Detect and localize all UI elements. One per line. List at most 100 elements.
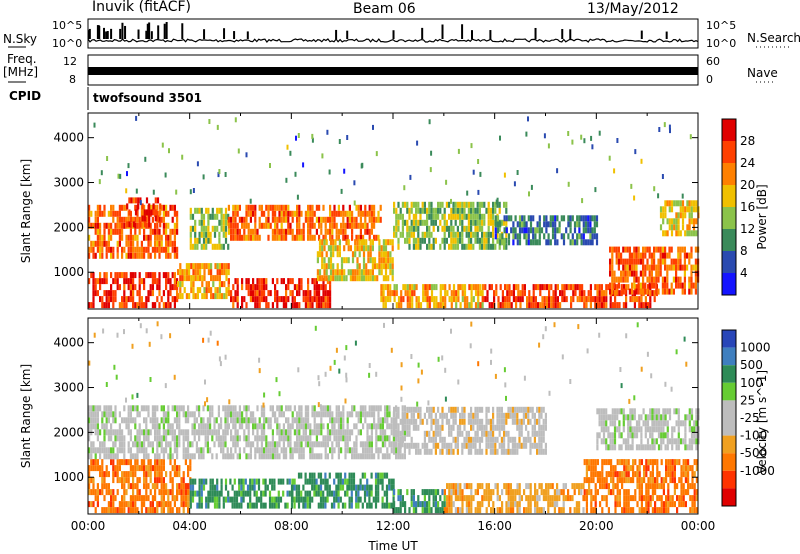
heatmap-cell [296,290,299,297]
heatmap-cell [692,218,696,225]
heatmap-cell [123,453,126,460]
heatmap-cell [276,423,279,430]
heatmap-cell [265,284,268,291]
heatmap-cell [267,210,270,217]
heatmap-cell [252,210,255,217]
heatmap-cell [387,251,390,258]
heatmap-cell [194,237,197,244]
heatmap-cell [138,477,141,484]
heatmap-cell [562,507,565,514]
heatmap-cell [222,496,225,503]
heatmap-cell [143,204,146,211]
heatmap-cell [296,441,299,448]
heatmap-cell [169,278,172,285]
heatmap-cell [380,245,383,252]
heatmap-cell [687,465,690,472]
heatmap-cell [337,423,340,430]
heatmap-cell [191,225,195,232]
heatmap-cell [590,501,593,508]
heatmap-cell [540,507,543,514]
heatmap-cell [143,429,146,436]
heatmap-cell [384,269,388,276]
heatmap-cell [182,405,185,412]
heatmap-cell [642,264,645,271]
heatmap-cell [227,411,230,418]
heatmap-cell [206,405,209,412]
heatmap-cell [194,225,197,232]
heatmap-cell [505,430,508,437]
heatmap-cell [389,290,392,297]
heatmap-cell [311,472,314,479]
heatmap-cell [322,296,325,303]
heatmap-cell [165,240,168,247]
heatmap-cell [254,423,257,430]
heatmap-cell [585,296,588,303]
heatmap-cell [461,418,464,425]
heatmap-cell [470,284,473,291]
heatmap-cell [338,251,341,258]
heatmap-cell [450,198,452,204]
heatmap-cell [121,447,124,454]
heatmap-cell [374,496,378,503]
heatmap-cell [470,143,473,149]
heatmap-cell [428,201,431,208]
heatmap-cell [384,239,388,246]
heatmap-cell [649,477,652,484]
heatmap-cell [626,276,629,283]
heatmap-cell [114,495,117,502]
heatmap-cell [677,218,680,225]
heatmap-cell [497,302,500,309]
heatmap-cell [260,429,263,436]
heatmap-cell [132,489,135,496]
heatmap-cell [171,284,174,291]
heatmap-cell [159,203,162,210]
heatmap-cell [509,495,512,502]
heatmap-cell [684,465,687,472]
heatmap-cell [591,233,594,240]
heatmap-cell [324,478,327,485]
heatmap-cell [594,489,597,496]
heatmap-cell [233,490,236,497]
heatmap-cell [508,296,511,303]
heatmap-cell [205,281,208,288]
heatmap-cell [165,435,168,442]
heatmap-cell [623,495,626,502]
heatmap-cell [553,507,556,514]
heatmap-cell [538,507,541,514]
heatmap-cell [501,507,504,514]
heatmap-cell [614,296,617,303]
heatmap-cell [110,290,113,297]
heatmap-cell [96,216,99,223]
heatmap-cell [532,302,535,309]
heatmap-cell [377,490,380,497]
heatmap-cell [318,239,322,246]
heatmap-cell [329,210,332,217]
heatmap-cell [149,222,152,229]
heatmap-cell [368,405,371,412]
heatmap-cell [289,453,292,460]
heatmap-cell [412,213,415,220]
heatmap-cell [277,490,280,497]
heatmap-cell [585,495,588,502]
heatmap-cell [90,459,93,466]
heatmap-cell [529,221,533,228]
heatmap-cell [411,290,414,297]
heatmap-cell [207,281,210,288]
heatmap-cell [397,448,400,455]
heatmap-cell [441,501,444,508]
heatmap-cell [454,507,457,514]
heatmap-cell [325,239,328,246]
heatmap-cell [616,483,619,490]
heatmap-cell [576,233,579,240]
heatmap-cell [258,296,261,303]
heatmap-cell [571,495,574,502]
heatmap-cell [140,246,143,253]
heatmap-cell [149,284,152,291]
heatmap-cell [487,243,490,250]
heatmap-cell [465,436,468,443]
heatmap-cell [232,222,235,229]
heatmap-cell [408,231,411,238]
heatmap-cell [241,222,244,229]
heatmap-cell [657,270,660,277]
heatmap-cell [241,302,244,309]
